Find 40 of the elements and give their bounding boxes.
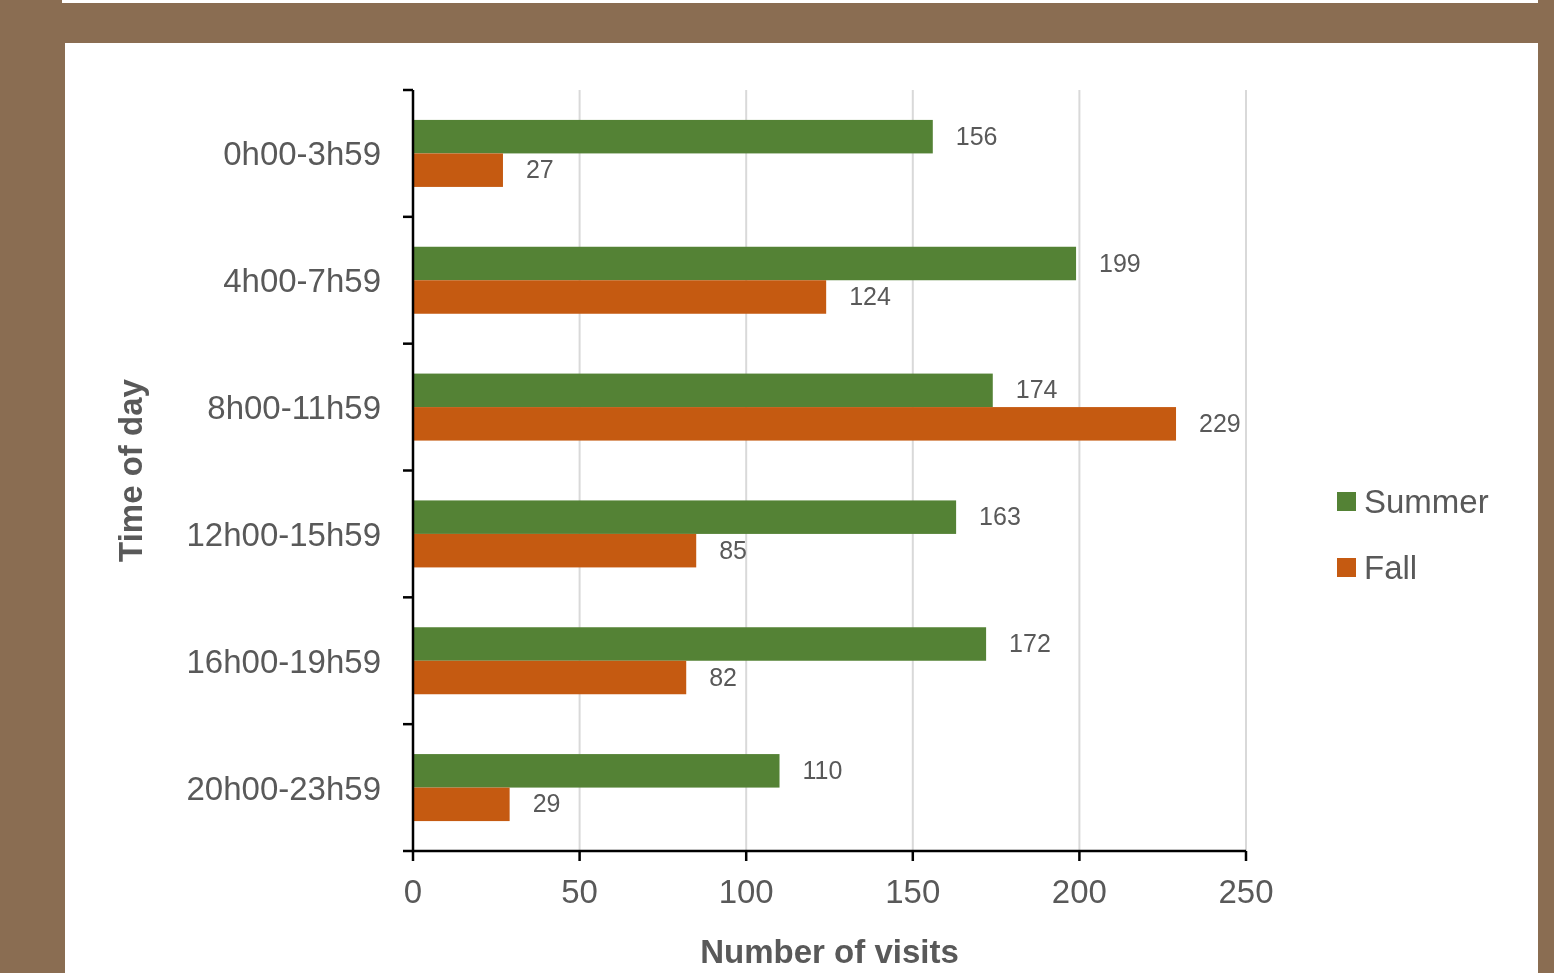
y-tick-label: 4h00-7h59 [223,262,381,300]
data-label: 27 [525,155,554,184]
x-axis-title: Number of visits [700,933,959,970]
y-tick-label: 0h00-3h59 [223,135,381,173]
data-label: 174 [1015,375,1058,404]
y-tick-label: 16h00-19h59 [186,642,381,680]
legend-label: Fall [1364,549,1418,586]
data-label: 82 [709,662,738,691]
bar [413,119,933,154]
data-label: 124 [849,282,891,310]
data-label: 172 [1009,629,1051,657]
x-tick-label: 150 [885,873,941,910]
data-label: 199 [1099,248,1141,277]
bar [413,660,687,695]
y-tick-label: 20h00-23h59 [186,769,381,807]
bar [413,153,503,187]
data-label: 85 [719,535,748,564]
y-tick-label: 12h00-15h59 [186,515,381,553]
x-tick-label: 0 [403,873,423,910]
data-label: 163 [979,502,1021,531]
data-label: 110 [802,755,843,784]
bar [413,754,780,788]
bar [413,373,993,408]
bar [413,627,987,661]
legend-label: Summer [1364,483,1489,520]
y-axis-title: Time of day [112,378,149,562]
data-label: 229 [1199,408,1241,437]
x-tick-label: 100 [718,873,774,910]
bar [413,246,1077,281]
bar [413,407,1177,441]
bar [413,787,510,822]
x-tick-label: 50 [561,873,598,910]
bar [413,533,697,568]
data-label: 29 [532,789,561,818]
bar [413,280,827,314]
data-label: 156 [955,121,998,150]
x-tick-label: 200 [1051,873,1107,910]
x-tick-label: 250 [1218,873,1274,910]
bar [413,500,957,534]
y-tick-label: 8h00-11h59 [207,389,381,427]
